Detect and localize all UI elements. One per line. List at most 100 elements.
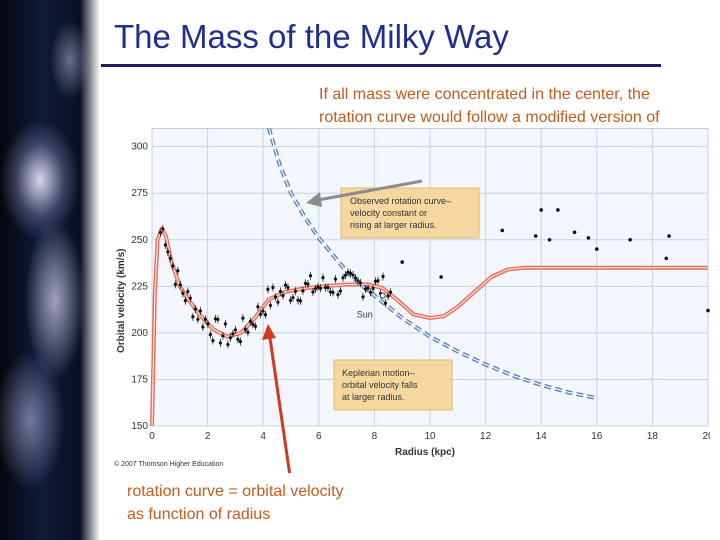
data-point (253, 324, 258, 328)
title-underline (101, 64, 661, 67)
top-arrow-shaft (317, 179, 423, 202)
data-point (246, 330, 250, 334)
data-point (293, 289, 298, 293)
bottom-arrow-head (262, 324, 276, 340)
data-point (356, 279, 360, 283)
data-point (181, 291, 185, 296)
data-point (323, 285, 328, 290)
data-point (326, 285, 330, 290)
data-point (161, 227, 165, 231)
data-point (383, 301, 388, 305)
y-tick-label: 175 (131, 374, 148, 385)
outer-data-point (539, 208, 543, 212)
data-point (193, 307, 197, 311)
data-point (168, 256, 172, 260)
data-point (318, 286, 323, 290)
data-point (298, 299, 303, 303)
x-tick-label: 6 (316, 431, 322, 442)
data-point (281, 293, 285, 298)
data-point (268, 303, 273, 308)
data-point (333, 277, 338, 281)
data-point (321, 276, 325, 280)
data-point (271, 285, 275, 290)
y-tick-label: 225 (131, 281, 148, 292)
outer-data-point (667, 234, 671, 238)
y-tick-label: 275 (131, 188, 148, 199)
data-point (188, 296, 192, 300)
data-point (238, 340, 243, 344)
data-point (218, 341, 222, 345)
data-point (381, 274, 385, 279)
data-point (336, 293, 340, 297)
outer-data-point (547, 237, 552, 242)
data-point (351, 273, 355, 277)
x-tick-label: 20 (702, 431, 710, 442)
data-point (343, 273, 348, 277)
data-point (388, 290, 393, 294)
series-layer (150, 128, 708, 427)
data-point (171, 264, 175, 268)
y-tick-label: 200 (131, 328, 148, 339)
rotation-curve-annotation-line2: as function of radius (127, 506, 271, 523)
data-point (288, 298, 293, 303)
outer-data-point (500, 228, 505, 233)
data-point (221, 334, 225, 338)
y-tick-label: 250 (131, 235, 148, 246)
data-point (183, 299, 187, 303)
outer-data-point (400, 260, 405, 264)
data-point (208, 333, 212, 337)
galaxy-image-strip (0, 0, 100, 540)
data-point (346, 270, 350, 274)
x-tick-label: 16 (591, 431, 603, 442)
data-point (376, 279, 380, 283)
data-point (368, 290, 373, 294)
data-point (213, 317, 217, 321)
keplerian-callout-line1: Keplerian motion– (342, 368, 415, 378)
data-point (226, 342, 230, 347)
data-point (358, 281, 363, 285)
data-point (353, 276, 358, 280)
data-point (328, 290, 333, 294)
data-point (373, 279, 378, 283)
y-tick-label: 300 (131, 142, 148, 153)
data-point (163, 243, 167, 247)
data-point (223, 322, 227, 326)
data-point (216, 317, 220, 322)
x-tick-label: 18 (647, 431, 659, 442)
outer-data-point (586, 236, 591, 240)
x-tick-label: 14 (536, 431, 548, 442)
bottom-arrow-shaft (268, 337, 292, 473)
x-tick-label: 8 (372, 431, 378, 442)
x-tick-label: 10 (424, 431, 436, 442)
data-point (166, 250, 170, 254)
data-point (276, 300, 280, 304)
data-point (366, 286, 370, 290)
data-point (261, 309, 265, 313)
observed-rotation-curve-highlight (151, 227, 708, 427)
x-tick-label: 0 (149, 431, 155, 442)
data-point (248, 319, 253, 324)
observed-callout-line3: rising at larger radius. (350, 220, 437, 230)
sun-label: Sun (357, 310, 373, 320)
data-point (173, 282, 177, 286)
slide-title: The Mass of the Milky Way (114, 18, 509, 55)
data-point (243, 327, 248, 332)
axis-ticks: 0 2 4 6 8 10 12 14 16 18 20 150 175 200 225 250 275 300 (131, 142, 710, 442)
data-point (258, 312, 263, 316)
outer-data-point (706, 308, 710, 313)
data-point (186, 289, 190, 294)
data-point (361, 295, 365, 299)
data-point (331, 290, 335, 295)
outer-data-point (628, 237, 632, 242)
outer-data-point (556, 208, 560, 212)
observed-callout-box (340, 187, 480, 239)
observed-callout-line2: velocity constant or (350, 208, 427, 218)
y-tick-label: 150 (131, 421, 148, 432)
data-point (348, 271, 353, 275)
data-point (203, 317, 207, 321)
data-point (316, 285, 320, 289)
observed-callout-line1: Observed rotation curve– (350, 196, 451, 206)
data-point (201, 325, 205, 329)
keplerian-callout-box (333, 359, 453, 411)
data-point (198, 309, 202, 313)
